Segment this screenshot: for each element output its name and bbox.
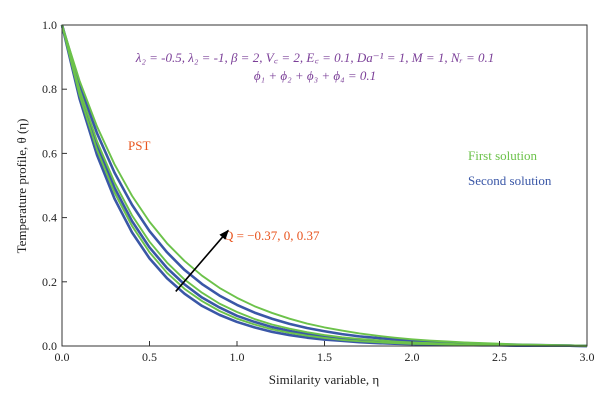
legend-first-solution: First solution bbox=[468, 148, 537, 163]
x-tick-label: 0.5 bbox=[142, 350, 157, 364]
legend: First solution Second solution bbox=[468, 148, 552, 188]
axis-ticks: 0.0 0.5 1.0 1.5 2.0 2.5 3.0 0.0 0.2 0.4 0.6 0.8 1.0 bbox=[42, 18, 595, 364]
y-axis-label: Temperature profile, θ (η) bbox=[14, 119, 29, 254]
y-tick-label: 0.0 bbox=[42, 339, 57, 353]
x-tick-label: 3.0 bbox=[580, 350, 595, 364]
q-direction-arrow bbox=[175, 229, 229, 292]
legend-second-solution: Second solution bbox=[468, 173, 552, 188]
x-tick-label: 2.0 bbox=[405, 350, 420, 364]
q-values-label: Q = −0.37, 0, 0.37 bbox=[224, 228, 320, 243]
y-tick-label: 1.0 bbox=[42, 18, 57, 32]
y-tick-label: 0.6 bbox=[42, 146, 57, 160]
y-tick-label: 0.2 bbox=[42, 275, 57, 289]
x-tick-label: 2.5 bbox=[492, 350, 507, 364]
parameters-line-2: ϕ₁ + ϕ₂ + ϕ₃ + ϕ₄ = 0.1 bbox=[254, 68, 376, 83]
x-tick-label: 1.5 bbox=[317, 350, 332, 364]
x-tick-label: 1.0 bbox=[230, 350, 245, 364]
pst-label: PST bbox=[128, 138, 150, 153]
parameters-line-1: λ₂ = -0.5, λ₂ = -1, β = 2, V꜀ = 2, E꜀ = … bbox=[135, 50, 495, 65]
y-tick-label: 0.8 bbox=[42, 82, 57, 96]
x-axis-label: Similarity variable, η bbox=[269, 372, 380, 387]
x-tick-label: 0.0 bbox=[55, 350, 70, 364]
y-tick-label: 0.4 bbox=[42, 211, 57, 225]
plot-frame bbox=[61, 24, 588, 347]
